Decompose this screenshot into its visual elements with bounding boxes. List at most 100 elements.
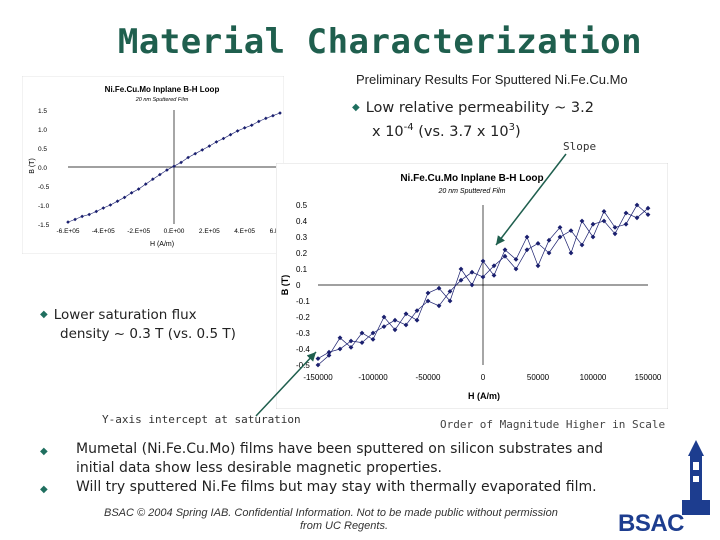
large-chart-subtitle: 20 nm Sputtered Film	[438, 188, 506, 195]
small-chart-xlabel: H (A/m)	[150, 241, 174, 248]
data-point	[601, 209, 607, 214]
confidentiality-footer: BSAC © 2004 Spring IAB. Confidential Inf…	[104, 507, 624, 533]
bottom-bullet-list: ◆ Mumetal (Ni.Fe.Cu.Mo) films have been …	[40, 440, 640, 497]
data-point	[469, 269, 475, 275]
data-point	[242, 126, 247, 130]
saturation-bullet-line1: Lower saturation flux	[53, 307, 197, 323]
y-intercept-arrow	[255, 351, 317, 417]
data-point	[326, 353, 332, 358]
slide-subtitle: Preliminary Results For Sputtered Ni.Fe.…	[356, 72, 628, 87]
data-point	[179, 160, 183, 165]
data-point	[447, 289, 453, 294]
y-tick-label: -0.1	[296, 297, 310, 306]
data-point	[221, 136, 226, 141]
y-tick-label: -1.5	[38, 222, 50, 229]
x-tick-label: 2.E+05	[199, 228, 220, 235]
small-chart-subtitle: 20 nm Sputtered Film	[135, 97, 189, 103]
bottom-bullet-text-2: Will try sputtered Ni.Fe films but may s…	[76, 479, 597, 495]
y-tick-label: 0.5	[296, 201, 308, 210]
data-point	[73, 217, 77, 222]
permeability-bullet-line2-mid: (vs. 3.7 x 10	[413, 123, 509, 140]
data-point	[524, 247, 530, 253]
data-point	[271, 113, 275, 118]
data-point	[579, 242, 585, 248]
data-point	[129, 191, 134, 195]
diamond-bullet-icon: ◆	[40, 446, 48, 457]
data-point	[359, 340, 365, 345]
data-point	[524, 234, 530, 240]
data-point	[414, 308, 420, 313]
small-bh-loop-chart: Ni.Fe.Cu.Mo Inplane B-H Loop 20 nm Sputt…	[22, 76, 284, 254]
y-tick-label: 1.0	[38, 127, 47, 134]
bottom-bullet-item: ◆ Will try sputtered Ni.Fe films but may…	[40, 478, 640, 497]
data-point	[590, 221, 596, 227]
data-point	[151, 177, 155, 181]
data-point	[458, 277, 464, 283]
data-point	[264, 116, 268, 121]
x-tick-label: -4.E+05	[92, 228, 115, 235]
data-point	[579, 218, 585, 224]
permeability-bullet-line2-suffix: )	[514, 123, 521, 140]
data-point	[249, 123, 254, 127]
data-point	[94, 209, 99, 214]
data-point	[87, 212, 91, 217]
x-tick-label: -150000	[303, 373, 333, 382]
data-point	[66, 220, 70, 224]
y-tick-label: 0	[296, 281, 301, 290]
y-tick-label: -1.0	[38, 203, 50, 210]
data-point	[612, 225, 618, 230]
data-point	[370, 337, 376, 342]
x-tick-label: -6.E+05	[57, 228, 80, 235]
data-point	[101, 206, 106, 210]
data-point	[623, 210, 629, 216]
y-tick-label: -0.3	[296, 329, 310, 338]
x-tick-label: -50000	[416, 373, 441, 382]
small-chart-ylabel: B (T)	[29, 158, 36, 174]
data-point	[623, 221, 629, 227]
large-chart-plot-area: 0.50.40.30.20.10-0.1-0.2-0.3-0.4-0.5-150…	[296, 201, 662, 382]
diamond-bullet-icon: ◆	[352, 102, 360, 113]
y-tick-label: -0.2	[296, 313, 310, 322]
data-point	[557, 234, 563, 240]
bottom-bullet-text-1: Mumetal (Ni.Fe.Cu.Mo) films have been sp…	[76, 441, 604, 476]
x-tick-label: 100000	[580, 373, 607, 382]
data-point	[158, 172, 162, 177]
saturation-bullet: ◆ Lower saturation flux density ~ 0.3 T (…	[40, 305, 280, 344]
data-point	[645, 212, 651, 217]
small-chart-frame	[22, 76, 284, 254]
y-tick-label: 0.2	[296, 249, 308, 258]
saturation-bullet-line2: density ~ 0.3 T (vs. 0.5 T)	[60, 326, 236, 342]
y-tick-label: 0.5	[38, 146, 47, 153]
footer-line-2: from UC Regents.	[300, 520, 389, 532]
slope-arrow	[495, 153, 567, 246]
y-tick-label: 0.1	[296, 265, 308, 274]
data-point	[645, 205, 651, 211]
data-point	[193, 151, 197, 156]
data-point	[634, 215, 640, 221]
data-point	[80, 214, 84, 219]
data-point	[612, 231, 618, 237]
data-point	[381, 324, 387, 329]
y-tick-label: 1.5	[38, 108, 47, 115]
large-chart-ylabel: B (T)	[280, 275, 290, 296]
large-chart-title: Ni.Fe.Cu.Mo Inplane B-H Loop	[400, 173, 543, 184]
data-point	[535, 241, 541, 246]
y-intercept-label: Y-axis intercept at saturation	[102, 413, 301, 426]
data-point	[546, 237, 552, 243]
data-point	[165, 168, 169, 172]
slide-title: Material Characterization	[117, 22, 643, 62]
y-tick-label: 0.0	[38, 165, 47, 172]
small-chart-title: Ni.Fe.Cu.Mo Inplane B-H Loop	[105, 85, 220, 94]
footer-line-1: BSAC © 2004 Spring IAB. Confidential Inf…	[104, 507, 558, 519]
order-of-magnitude-label: Order of Magnitude Higher in Scale	[440, 418, 666, 431]
diamond-bullet-icon: ◆	[40, 484, 48, 495]
data-point	[557, 225, 563, 230]
data-point	[491, 273, 497, 278]
campanile-tower-icon	[682, 440, 710, 515]
x-tick-label: -100000	[358, 373, 388, 382]
data-point	[186, 155, 190, 160]
data-point	[601, 218, 607, 224]
permeability-bullet: ◆ Low relative permeability ~ 3.2 x 10-4 …	[352, 98, 652, 142]
